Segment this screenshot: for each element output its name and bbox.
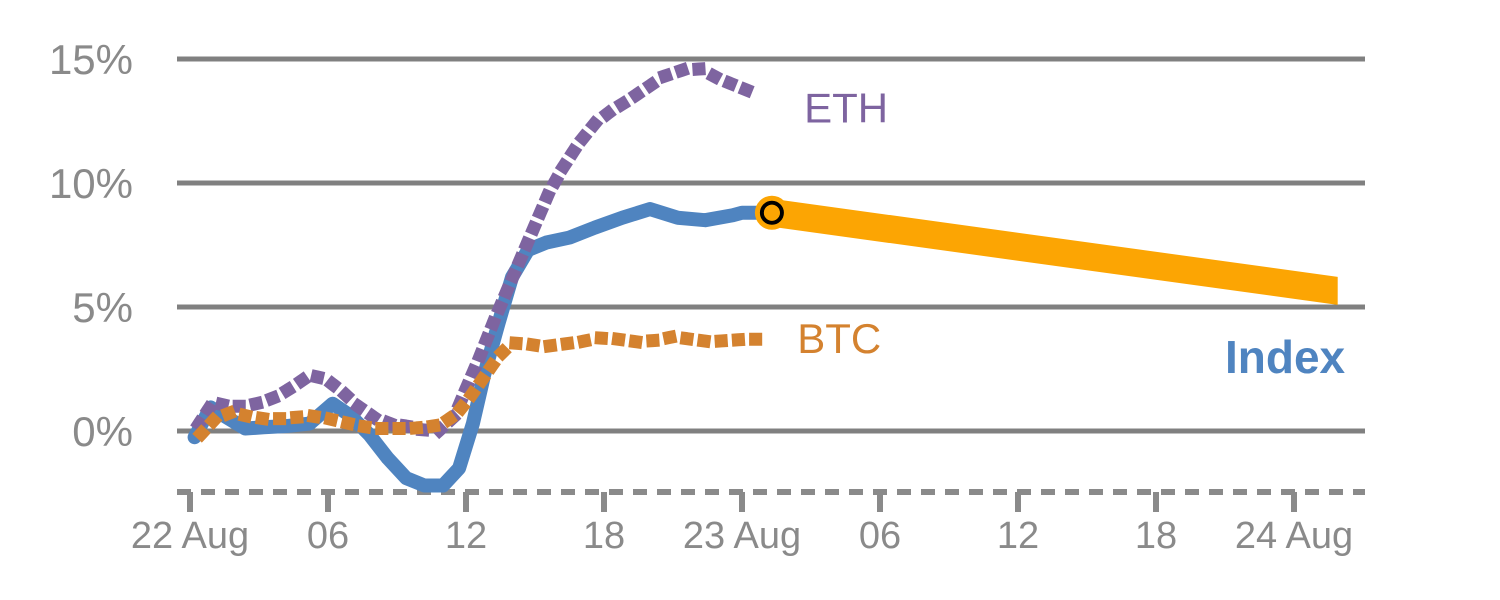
series-line-btc bbox=[192, 330, 770, 443]
btc-series-label: BTC bbox=[797, 315, 881, 362]
x-axis-tick-label: 06 bbox=[859, 515, 901, 557]
y-axis-labels-group: 0% 5% 10% 15% bbox=[49, 36, 133, 455]
series-line-eth bbox=[190, 62, 765, 438]
y-axis-tick-label: 10% bbox=[49, 160, 133, 207]
eth-series-label: ETH bbox=[804, 85, 888, 132]
x-axis-group bbox=[177, 489, 1365, 512]
x-axis-tick-label: 12 bbox=[997, 515, 1039, 557]
x-axis-tick-label: 23 Aug bbox=[683, 515, 801, 557]
forecast-band-group bbox=[771, 198, 1338, 305]
series-lines-group bbox=[187, 62, 779, 493]
x-axis-tick-label: 18 bbox=[583, 515, 625, 557]
current-value-marker-group[interactable] bbox=[754, 195, 789, 230]
marker-ring[interactable] bbox=[759, 200, 784, 225]
y-axis-tick-label: 0% bbox=[72, 408, 133, 455]
marker-inner-disc[interactable] bbox=[763, 204, 780, 221]
x-axis-tick-label: 12 bbox=[445, 515, 487, 557]
gridlines-group bbox=[177, 56, 1365, 434]
x-axis-labels-group: 22 Aug 06 12 18 23 Aug 06 12 18 24 Aug bbox=[131, 515, 1353, 557]
x-axis-tick-label: 18 bbox=[1135, 515, 1177, 557]
index-forecast-band bbox=[771, 198, 1338, 305]
x-axis-tick-label: 06 bbox=[307, 515, 349, 557]
x-axis-tick-label: 22 Aug bbox=[131, 515, 249, 557]
x-axis-tick-label: 24 Aug bbox=[1235, 515, 1353, 557]
index-series-label: Index bbox=[1225, 331, 1346, 383]
series-labels-group: ETH BTC Index bbox=[797, 85, 1345, 383]
y-axis-tick-label: 5% bbox=[72, 284, 133, 331]
y-axis-tick-label: 15% bbox=[49, 36, 133, 83]
series-line-index bbox=[187, 202, 779, 493]
